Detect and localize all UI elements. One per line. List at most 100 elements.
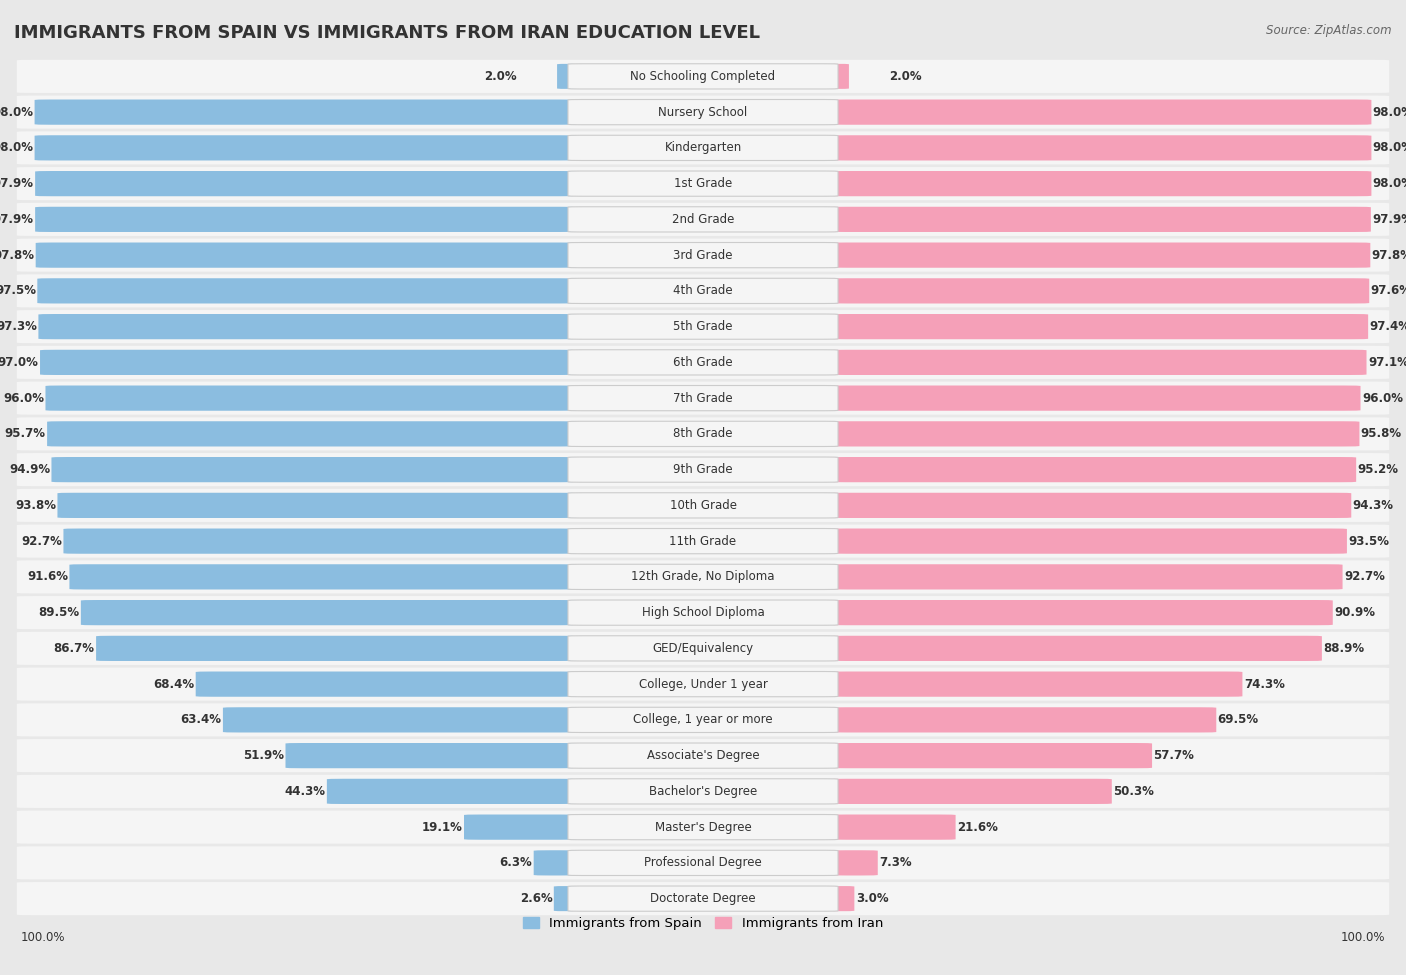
FancyBboxPatch shape [830, 707, 1216, 732]
Text: 2.0%: 2.0% [889, 70, 922, 83]
FancyBboxPatch shape [830, 672, 1243, 697]
FancyBboxPatch shape [17, 632, 1389, 665]
FancyBboxPatch shape [39, 350, 576, 375]
FancyBboxPatch shape [17, 739, 1389, 772]
Text: 93.8%: 93.8% [15, 499, 56, 512]
FancyBboxPatch shape [17, 703, 1389, 736]
FancyBboxPatch shape [568, 171, 838, 196]
Text: College, Under 1 year: College, Under 1 year [638, 678, 768, 690]
Text: 2.0%: 2.0% [484, 70, 517, 83]
FancyBboxPatch shape [830, 350, 1367, 375]
FancyBboxPatch shape [48, 421, 576, 447]
Text: 94.9%: 94.9% [8, 463, 51, 476]
Text: 100.0%: 100.0% [21, 931, 66, 945]
Text: 6.3%: 6.3% [499, 856, 533, 870]
Text: 98.0%: 98.0% [0, 105, 34, 119]
Text: 44.3%: 44.3% [284, 785, 325, 798]
Text: 57.7%: 57.7% [1153, 749, 1194, 762]
Text: Source: ZipAtlas.com: Source: ZipAtlas.com [1267, 24, 1392, 37]
FancyBboxPatch shape [568, 707, 838, 732]
Text: 100.0%: 100.0% [1340, 931, 1385, 945]
Text: 63.4%: 63.4% [180, 714, 222, 726]
Text: 86.7%: 86.7% [53, 642, 94, 655]
Text: 97.1%: 97.1% [1368, 356, 1406, 369]
Text: 7.3%: 7.3% [879, 856, 911, 870]
FancyBboxPatch shape [326, 779, 576, 804]
Text: 69.5%: 69.5% [1218, 714, 1258, 726]
Text: 7th Grade: 7th Grade [673, 392, 733, 405]
Text: Associate's Degree: Associate's Degree [647, 749, 759, 762]
FancyBboxPatch shape [195, 672, 576, 697]
FancyBboxPatch shape [830, 850, 877, 876]
FancyBboxPatch shape [830, 457, 1357, 483]
Text: 97.9%: 97.9% [1372, 213, 1406, 226]
FancyBboxPatch shape [830, 600, 1333, 625]
Text: Doctorate Degree: Doctorate Degree [650, 892, 756, 905]
FancyBboxPatch shape [82, 600, 576, 625]
FancyBboxPatch shape [568, 243, 838, 268]
FancyBboxPatch shape [17, 810, 1389, 843]
FancyBboxPatch shape [35, 99, 576, 125]
FancyBboxPatch shape [568, 63, 838, 89]
FancyBboxPatch shape [35, 207, 576, 232]
Text: 97.9%: 97.9% [0, 213, 34, 226]
FancyBboxPatch shape [568, 314, 838, 339]
FancyBboxPatch shape [464, 814, 576, 839]
FancyBboxPatch shape [17, 346, 1389, 379]
FancyBboxPatch shape [568, 350, 838, 375]
Text: IMMIGRANTS FROM SPAIN VS IMMIGRANTS FROM IRAN EDUCATION LEVEL: IMMIGRANTS FROM SPAIN VS IMMIGRANTS FROM… [14, 24, 761, 42]
FancyBboxPatch shape [557, 63, 576, 89]
Text: 92.7%: 92.7% [21, 534, 62, 548]
FancyBboxPatch shape [17, 274, 1389, 307]
Text: Bachelor's Degree: Bachelor's Degree [650, 785, 756, 798]
FancyBboxPatch shape [554, 886, 576, 912]
FancyBboxPatch shape [830, 278, 1369, 303]
Text: Professional Degree: Professional Degree [644, 856, 762, 870]
FancyBboxPatch shape [534, 850, 576, 876]
FancyBboxPatch shape [568, 457, 838, 483]
Text: Master's Degree: Master's Degree [655, 821, 751, 834]
Text: 10th Grade: 10th Grade [669, 499, 737, 512]
FancyBboxPatch shape [830, 99, 1371, 125]
FancyBboxPatch shape [830, 779, 1112, 804]
FancyBboxPatch shape [568, 528, 838, 554]
Text: 98.0%: 98.0% [1372, 177, 1406, 190]
FancyBboxPatch shape [17, 310, 1389, 343]
FancyBboxPatch shape [52, 457, 576, 483]
FancyBboxPatch shape [568, 779, 838, 804]
FancyBboxPatch shape [568, 421, 838, 447]
Text: 1st Grade: 1st Grade [673, 177, 733, 190]
Text: 95.7%: 95.7% [4, 427, 46, 441]
Text: 89.5%: 89.5% [38, 606, 80, 619]
FancyBboxPatch shape [96, 636, 576, 661]
FancyBboxPatch shape [17, 882, 1389, 916]
FancyBboxPatch shape [17, 596, 1389, 629]
FancyBboxPatch shape [568, 565, 838, 590]
FancyBboxPatch shape [38, 314, 576, 339]
Text: 3rd Grade: 3rd Grade [673, 249, 733, 261]
FancyBboxPatch shape [830, 492, 1351, 518]
Text: 2nd Grade: 2nd Grade [672, 213, 734, 226]
Text: 51.9%: 51.9% [243, 749, 284, 762]
FancyBboxPatch shape [830, 243, 1371, 268]
FancyBboxPatch shape [17, 132, 1389, 165]
FancyBboxPatch shape [830, 743, 1152, 768]
FancyBboxPatch shape [830, 314, 1368, 339]
Text: GED/Equivalency: GED/Equivalency [652, 642, 754, 655]
Text: 91.6%: 91.6% [27, 570, 67, 583]
FancyBboxPatch shape [17, 775, 1389, 808]
Text: Kindergarten: Kindergarten [665, 141, 741, 154]
Text: 21.6%: 21.6% [957, 821, 998, 834]
FancyBboxPatch shape [17, 846, 1389, 879]
FancyBboxPatch shape [17, 381, 1389, 414]
FancyBboxPatch shape [35, 136, 576, 161]
FancyBboxPatch shape [17, 96, 1389, 129]
Text: 88.9%: 88.9% [1323, 642, 1364, 655]
FancyBboxPatch shape [830, 63, 849, 89]
FancyBboxPatch shape [568, 636, 838, 661]
FancyBboxPatch shape [17, 668, 1389, 701]
FancyBboxPatch shape [568, 850, 838, 876]
FancyBboxPatch shape [568, 278, 838, 303]
FancyBboxPatch shape [830, 421, 1360, 447]
FancyBboxPatch shape [830, 636, 1322, 661]
